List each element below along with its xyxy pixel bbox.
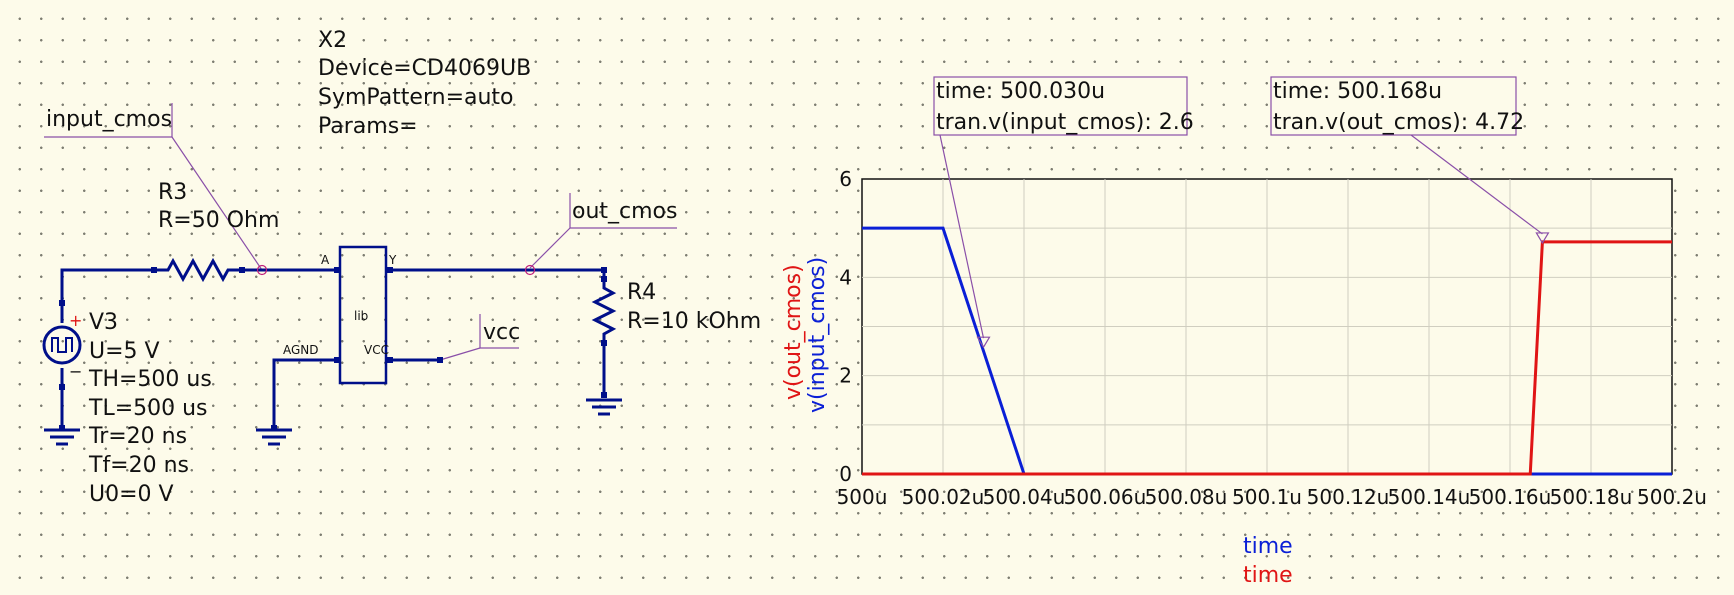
wire-terminals (59, 267, 607, 431)
marker-box-input[interactable]: time: 500.030u tran.v(input_cmos): 2.6 (933, 76, 1194, 136)
node-label-vcc-text: vcc (483, 320, 520, 345)
resistor-r3[interactable]: R3 R=50 Ohm (158, 180, 279, 283)
plot-series (862, 226, 1672, 476)
r4-value: R=10 kOhm (627, 309, 761, 334)
y-tick-label: 4 (839, 265, 852, 289)
subcircuit-sympattern: SymPattern=auto (318, 85, 514, 110)
node-label-out-text: out_cmos (572, 199, 677, 224)
pin-y-label: Y (388, 253, 397, 267)
x-tick-label: 500.04u (983, 485, 1066, 509)
y-tick-label: 6 (839, 167, 852, 191)
marker-1-time: time: 500.030u (936, 79, 1105, 104)
x-tick-label: 500.18u (1550, 485, 1633, 509)
x-axis-label-out: time (1243, 563, 1293, 588)
x-tick-label: 500.14u (1388, 485, 1471, 509)
r4-name: R4 (627, 280, 656, 305)
marker-triangle-icon[interactable] (976, 336, 991, 349)
v3-prop-tr: Tr=20 ns (88, 424, 187, 449)
ground-icon[interactable] (256, 428, 292, 446)
pulse-waveform-icon (51, 337, 73, 353)
x-axis-label-input: time (1243, 534, 1293, 559)
subcircuit-params: Params= (318, 114, 418, 139)
x-tick-label: 500.2u (1637, 485, 1707, 509)
node-marker-output (524, 264, 536, 276)
x-tick-label: 500.02u (902, 485, 985, 509)
y-axis-ticks: 0 2 4 6 (839, 167, 852, 486)
pin-vcc-label: VCC (364, 343, 389, 357)
x-tick-label: 500.16u (1469, 485, 1552, 509)
x-tick-label: 500.06u (1064, 485, 1147, 509)
pin-a-label: A (321, 253, 330, 267)
marker-2-time: time: 500.168u (1273, 79, 1442, 104)
x-tick-label: 500.08u (1145, 485, 1228, 509)
plus-sign-icon: + (69, 311, 82, 330)
subcircuit-body-label: lib (354, 309, 368, 323)
v3-prop-th: TH=500 us (88, 367, 212, 392)
y-tick-label: 0 (839, 462, 852, 486)
r3-name: R3 (158, 180, 187, 205)
subcircuit-name: X2 (318, 28, 347, 53)
plot-markers (939, 134, 1550, 349)
x-tick-label: 500u (837, 485, 888, 509)
y-axis-label-input: v(input_cmos) (805, 257, 830, 413)
node-label-vcc[interactable]: vcc (439, 314, 520, 361)
node-label-input-text: input_cmos (46, 107, 172, 132)
marker-box-output[interactable]: time: 500.168u tran.v(out_cmos): 4.72 (1270, 76, 1524, 136)
marker-leader-line (939, 134, 985, 339)
pulse-source-v3[interactable]: + − V3 U=5 V TH=500 us TL=500 us Tr=20 n… (42, 310, 212, 507)
x-tick-label: 500.12u (1307, 485, 1390, 509)
minus-sign-icon: − (69, 362, 82, 381)
y-tick-label: 2 (839, 364, 852, 388)
node-label-input-cmos[interactable]: input_cmos (44, 103, 263, 271)
series-line-out-cmos (862, 240, 1672, 476)
ground-icon[interactable] (44, 428, 80, 446)
marker-1-value: tran.v(input_cmos): 2.6 (936, 110, 1194, 135)
plot-grid (862, 179, 1672, 474)
v3-name: V3 (89, 310, 118, 335)
y-axis-label-out: v(out_cmos) (781, 264, 806, 400)
ground-icon[interactable] (586, 398, 622, 416)
v3-prop-tf: Tf=20 ns (88, 453, 189, 478)
subcircuit-x2-symbol[interactable]: lib A Y AGND VCC (283, 245, 397, 385)
marker-2-value: tran.v(out_cmos): 4.72 (1273, 110, 1524, 135)
x-tick-label: 500.1u (1232, 485, 1302, 509)
resistor-r4[interactable]: R4 R=10 kOhm (591, 280, 761, 340)
pin-agnd-label: AGND (283, 343, 319, 357)
subcircuit-x2-properties[interactable]: X2 Device=CD4069UB SymPattern=auto Param… (318, 28, 531, 139)
v3-prop-u: U=5 V (89, 339, 160, 364)
node-label-out-cmos[interactable]: out_cmos (529, 193, 677, 269)
r3-value: R=50 Ohm (158, 208, 279, 233)
v3-prop-tl: TL=500 us (88, 396, 208, 421)
subcircuit-device: Device=CD4069UB (318, 56, 531, 81)
v3-prop-u0: U0=0 V (89, 482, 174, 507)
node-marker-input (256, 264, 268, 276)
marker-leader-line (1410, 134, 1543, 235)
marker-triangle-icon[interactable] (1535, 232, 1550, 245)
